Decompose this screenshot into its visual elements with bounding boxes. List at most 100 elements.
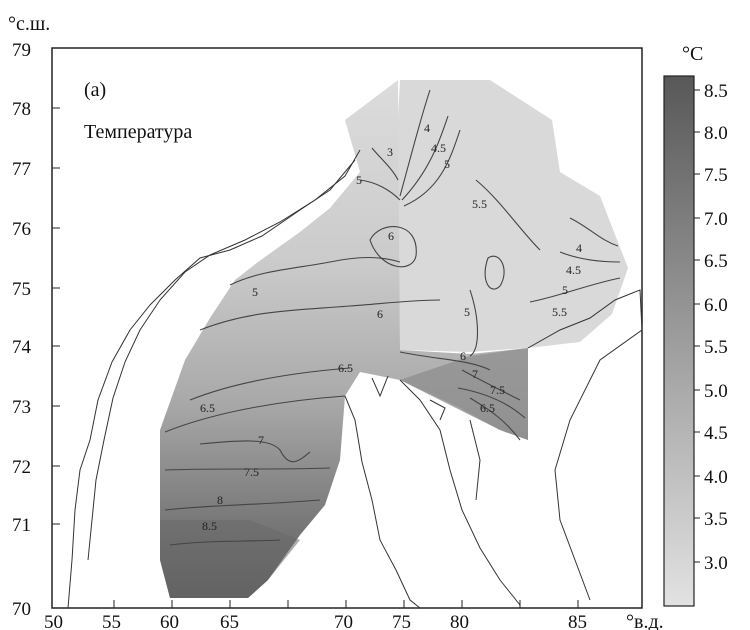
novaya-zemlya-coast bbox=[67, 159, 356, 609]
lat-tick: 72 bbox=[12, 457, 31, 478]
colorbar-tick: 7.5 bbox=[704, 165, 728, 186]
isoline-label: 6.5 bbox=[480, 401, 495, 415]
isoline-label: 4 bbox=[424, 121, 430, 135]
lon-tick: 75 bbox=[392, 612, 411, 630]
isoline-label: 7.5 bbox=[244, 465, 259, 479]
lon-tick: 80 bbox=[450, 612, 469, 630]
colorbar-tick: 7.0 bbox=[704, 209, 728, 230]
lat-tick: 75 bbox=[12, 279, 31, 300]
lon-tick: 85 bbox=[568, 612, 587, 630]
lon-tick: 50 bbox=[44, 612, 63, 630]
isoline-path bbox=[229, 257, 401, 286]
lat-tick: 77 bbox=[12, 159, 31, 180]
isoline-path bbox=[457, 387, 526, 419]
isoline-path bbox=[401, 115, 449, 201]
lat-tick: 73 bbox=[12, 397, 31, 418]
isoline-path bbox=[199, 299, 441, 331]
isoline-label: 3 bbox=[387, 145, 393, 159]
colorbar-tick: 3.5 bbox=[704, 509, 728, 530]
isoline-path bbox=[399, 351, 491, 371]
isoline-label: 6.5 bbox=[200, 401, 215, 415]
isolines bbox=[164, 89, 621, 546]
isoline-label: 7 bbox=[472, 367, 478, 381]
isoline-label: 5 bbox=[356, 173, 362, 187]
isoline-label: 8.5 bbox=[202, 519, 217, 533]
lat-tick: 76 bbox=[12, 219, 31, 240]
isoline-path bbox=[169, 539, 281, 546]
estuary-coast bbox=[371, 375, 481, 501]
colorbar-tick: 6.5 bbox=[704, 251, 728, 272]
isoline-label: 8 bbox=[217, 493, 223, 507]
isoline-label: 5.5 bbox=[552, 305, 567, 319]
isoline-path bbox=[359, 179, 401, 201]
isoline-path bbox=[529, 277, 621, 303]
novaya-zemlya-coast-inner bbox=[87, 149, 361, 561]
coastlines bbox=[67, 149, 643, 609]
isoline-label: 7 bbox=[258, 433, 264, 447]
isoline-label: 5.5 bbox=[472, 197, 487, 211]
colorbar-tick: 5.5 bbox=[704, 337, 728, 358]
isoline-label: 4.5 bbox=[431, 141, 446, 155]
isoline-path bbox=[369, 226, 417, 268]
yamal-coast bbox=[344, 395, 421, 609]
lat-tick: 71 bbox=[12, 515, 31, 536]
southeast-field-region bbox=[400, 348, 528, 440]
lon-tick: 55 bbox=[102, 612, 121, 630]
panel-label: (a) bbox=[84, 79, 106, 101]
lon-tick: 70 bbox=[334, 612, 353, 630]
isoline-path bbox=[371, 147, 399, 181]
isoline-path bbox=[164, 395, 346, 433]
isoline-path bbox=[403, 129, 461, 207]
temperature-field bbox=[160, 80, 628, 598]
isoline-label: 6 bbox=[388, 229, 394, 243]
isoline-label: 6 bbox=[377, 307, 383, 321]
gydan-coast bbox=[399, 379, 521, 606]
isoline-path bbox=[469, 397, 521, 441]
colorbar-tick: 3.0 bbox=[704, 553, 728, 574]
lon-unit-label: °в.д. bbox=[626, 611, 664, 630]
lat-tick: 79 bbox=[12, 40, 31, 61]
isoline-label: 5 bbox=[562, 283, 568, 297]
isoline-path bbox=[559, 251, 621, 263]
variable-title: Температура bbox=[84, 121, 192, 143]
isoline-path bbox=[469, 289, 478, 357]
isoline-path bbox=[164, 499, 321, 511]
isoline-label: 6.5 bbox=[338, 361, 353, 375]
lat-tick: 78 bbox=[12, 99, 31, 120]
colorbar-unit: °C bbox=[682, 43, 703, 65]
isoline-labels: 3 4 4.5 5 5.5 5 6 5 6 5 5.5 5 4.5 4 6.5 … bbox=[200, 121, 582, 533]
isoline-path bbox=[199, 440, 311, 463]
isoline-label: 7.5 bbox=[490, 383, 505, 397]
northern-field-region bbox=[398, 80, 628, 352]
isoline-path bbox=[475, 179, 541, 251]
isoline-path bbox=[164, 467, 331, 471]
colorbar bbox=[663, 75, 695, 607]
colorbar-ticks: 8.5 8.0 7.5 7.0 6.5 6.0 5.5 5.0 4.5 4.0 … bbox=[694, 81, 728, 574]
isoline-path bbox=[399, 89, 431, 197]
colorbar-tick: 8.5 bbox=[704, 81, 728, 102]
isoline-label: 6 bbox=[460, 349, 466, 363]
lon-tick: 60 bbox=[160, 612, 179, 630]
colorbar-tick: 4.5 bbox=[704, 423, 728, 444]
taymyr-coast bbox=[527, 289, 643, 601]
isoline-label: 4.5 bbox=[566, 263, 581, 277]
isoline-label: 5 bbox=[252, 285, 258, 299]
isoline-path bbox=[461, 369, 521, 401]
southwest-warm-region bbox=[160, 520, 300, 598]
colorbar-tick: 8.0 bbox=[704, 123, 728, 144]
lat-unit-label: °с.ш. bbox=[8, 13, 50, 35]
lat-tick: 70 bbox=[12, 599, 31, 620]
lon-tick: 65 bbox=[220, 612, 239, 630]
colorbar-tick: 4.0 bbox=[704, 467, 728, 488]
colorbar-tick: 6.0 bbox=[704, 295, 728, 316]
isoline-label: 5 bbox=[444, 157, 450, 171]
lat-tick: 74 bbox=[12, 337, 32, 358]
lon-axis: 50 55 60 65 70 75 80 85 °в.д. bbox=[44, 600, 664, 630]
isoline-label: 5 bbox=[464, 305, 470, 319]
colorbar-tick: 5.0 bbox=[704, 381, 728, 402]
isoline-label: 4 bbox=[576, 241, 582, 255]
isoline-path bbox=[569, 217, 619, 247]
isoline-path bbox=[484, 255, 505, 290]
isoline-path bbox=[189, 367, 351, 401]
